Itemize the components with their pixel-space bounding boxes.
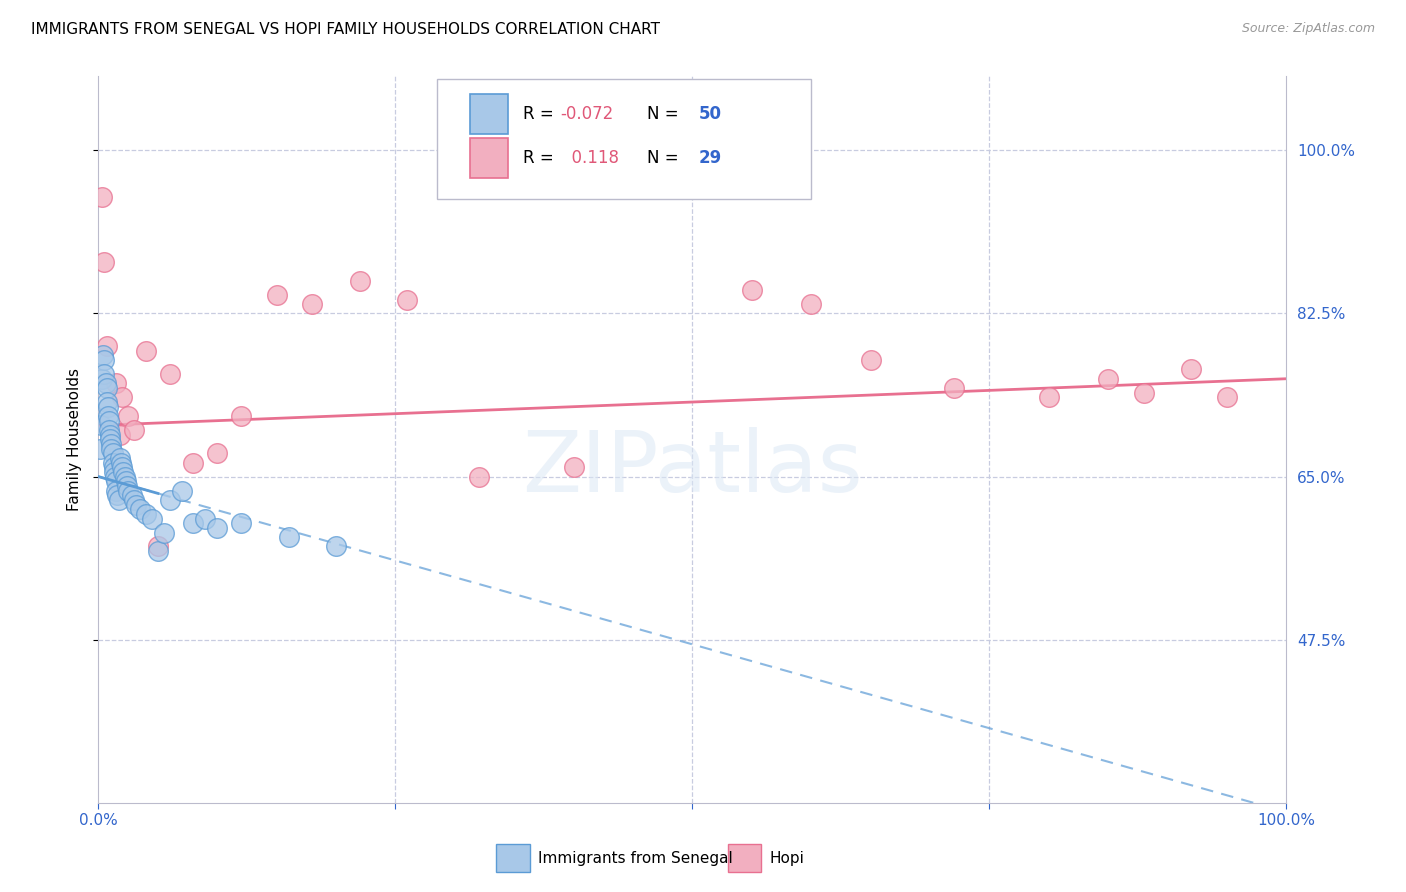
Point xyxy=(96,381,118,395)
Point xyxy=(96,395,118,409)
Point xyxy=(159,367,181,381)
Point xyxy=(105,483,128,498)
Point xyxy=(1097,372,1119,386)
Point xyxy=(98,432,121,446)
Point xyxy=(229,409,252,423)
Text: 0.118: 0.118 xyxy=(561,149,619,167)
Point xyxy=(93,255,115,269)
Point xyxy=(117,409,139,423)
Point xyxy=(94,376,117,391)
Point xyxy=(101,446,124,460)
Point xyxy=(135,343,157,358)
Point xyxy=(105,376,128,391)
Point xyxy=(108,427,131,442)
Point xyxy=(129,502,152,516)
Point xyxy=(90,418,112,433)
Point xyxy=(183,516,205,531)
Point xyxy=(91,372,114,386)
Text: R =: R = xyxy=(523,105,558,123)
Point xyxy=(141,511,163,525)
Point xyxy=(114,475,136,489)
FancyBboxPatch shape xyxy=(496,844,530,871)
Point xyxy=(98,414,121,428)
Point xyxy=(205,446,228,460)
Point xyxy=(111,390,134,404)
Point xyxy=(125,498,148,512)
Point xyxy=(91,348,114,362)
Y-axis label: Family Households: Family Households xyxy=(67,368,83,511)
FancyBboxPatch shape xyxy=(470,95,509,135)
Text: R =: R = xyxy=(523,149,558,167)
Point xyxy=(159,492,181,507)
Point xyxy=(100,442,122,456)
Point xyxy=(1216,390,1239,404)
Point xyxy=(93,353,115,368)
Point xyxy=(97,400,120,414)
Point xyxy=(1038,390,1060,404)
Point xyxy=(562,460,585,475)
Text: ZIPatlas: ZIPatlas xyxy=(522,427,863,510)
Point xyxy=(112,465,135,479)
Text: N =: N = xyxy=(647,149,685,167)
FancyBboxPatch shape xyxy=(728,844,762,871)
Point xyxy=(325,540,347,554)
Point xyxy=(170,483,193,498)
Point xyxy=(121,488,143,502)
FancyBboxPatch shape xyxy=(437,79,811,200)
Point xyxy=(741,283,763,297)
Point xyxy=(114,469,136,483)
Point xyxy=(859,353,882,368)
Point xyxy=(266,288,288,302)
Point xyxy=(1180,362,1202,376)
Text: Immigrants from Senegal: Immigrants from Senegal xyxy=(538,851,733,865)
Point xyxy=(98,427,121,442)
Point xyxy=(103,460,125,475)
Point xyxy=(104,469,127,483)
Point xyxy=(122,492,145,507)
Point xyxy=(107,492,129,507)
Point xyxy=(194,511,217,525)
Point xyxy=(146,540,169,554)
Point xyxy=(152,525,174,540)
Text: 50: 50 xyxy=(699,105,721,123)
Point xyxy=(117,483,139,498)
Point xyxy=(111,460,134,475)
Point xyxy=(205,521,228,535)
Point xyxy=(98,423,121,437)
Point xyxy=(107,488,129,502)
Point xyxy=(108,450,131,465)
Point xyxy=(467,469,489,483)
Point xyxy=(135,507,157,521)
Text: Source: ZipAtlas.com: Source: ZipAtlas.com xyxy=(1241,22,1375,36)
Point xyxy=(93,367,115,381)
Point xyxy=(396,293,419,307)
FancyBboxPatch shape xyxy=(470,138,509,178)
Point xyxy=(349,274,371,288)
Point xyxy=(89,442,111,456)
Point xyxy=(105,475,128,489)
Point xyxy=(942,381,965,395)
Text: 29: 29 xyxy=(699,149,721,167)
Point xyxy=(110,456,132,470)
Text: IMMIGRANTS FROM SENEGAL VS HOPI FAMILY HOUSEHOLDS CORRELATION CHART: IMMIGRANTS FROM SENEGAL VS HOPI FAMILY H… xyxy=(31,22,659,37)
Point xyxy=(800,297,823,311)
Point xyxy=(101,456,124,470)
Point xyxy=(146,544,169,558)
Point xyxy=(103,465,125,479)
Point xyxy=(229,516,252,531)
Point xyxy=(1133,385,1156,400)
Point xyxy=(97,409,120,423)
Text: Hopi: Hopi xyxy=(769,851,804,865)
Point xyxy=(91,190,114,204)
Point xyxy=(301,297,323,311)
Point xyxy=(183,456,205,470)
Text: N =: N = xyxy=(647,105,685,123)
Point xyxy=(96,339,118,353)
Text: -0.072: -0.072 xyxy=(561,105,614,123)
Point xyxy=(100,437,122,451)
Point xyxy=(115,479,138,493)
Point xyxy=(277,530,299,544)
Point xyxy=(122,423,145,437)
